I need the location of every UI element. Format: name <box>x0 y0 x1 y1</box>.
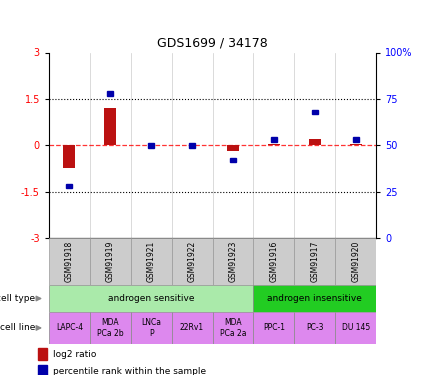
Bar <box>90 312 131 344</box>
FancyBboxPatch shape <box>294 238 335 285</box>
Bar <box>335 312 376 344</box>
FancyBboxPatch shape <box>49 238 90 285</box>
Bar <box>312 110 318 114</box>
Bar <box>271 137 277 142</box>
Bar <box>189 143 195 148</box>
Text: cell type: cell type <box>0 294 35 303</box>
Bar <box>309 138 321 146</box>
Bar <box>38 365 47 375</box>
Bar <box>349 144 362 146</box>
Bar <box>172 312 212 344</box>
Bar <box>253 285 376 312</box>
Text: PC-3: PC-3 <box>306 323 323 333</box>
Bar <box>294 312 335 344</box>
Text: DU 145: DU 145 <box>342 323 370 333</box>
Text: percentile rank within the sample: percentile rank within the sample <box>53 367 206 375</box>
FancyBboxPatch shape <box>253 238 294 285</box>
Text: MDA
PCa 2a: MDA PCa 2a <box>220 318 246 338</box>
Bar <box>38 348 47 360</box>
Text: MDA
PCa 2b: MDA PCa 2b <box>97 318 124 338</box>
Text: log2 ratio: log2 ratio <box>53 350 96 358</box>
Bar <box>268 144 280 146</box>
Text: 22Rv1: 22Rv1 <box>180 323 204 333</box>
Bar <box>253 312 294 344</box>
Text: GSM91916: GSM91916 <box>269 241 278 282</box>
Text: GSM91921: GSM91921 <box>147 241 156 282</box>
Bar <box>227 146 239 151</box>
FancyBboxPatch shape <box>212 238 253 285</box>
Text: androgen sensitive: androgen sensitive <box>108 294 194 303</box>
Bar <box>148 143 154 148</box>
Text: GSM91917: GSM91917 <box>310 241 319 282</box>
Bar <box>353 137 359 142</box>
Text: LNCa
P: LNCa P <box>141 318 161 338</box>
Text: cell line: cell line <box>0 323 35 333</box>
Text: PPC-1: PPC-1 <box>263 323 285 333</box>
Text: GSM91920: GSM91920 <box>351 241 360 282</box>
Text: GSM91923: GSM91923 <box>229 241 238 282</box>
Text: GSM91922: GSM91922 <box>187 241 196 282</box>
Title: GDS1699 / 34178: GDS1699 / 34178 <box>157 37 268 50</box>
Bar <box>131 312 172 344</box>
FancyBboxPatch shape <box>335 238 376 285</box>
Text: GSM91919: GSM91919 <box>106 241 115 282</box>
Bar <box>212 312 253 344</box>
FancyBboxPatch shape <box>90 238 131 285</box>
Bar <box>104 108 116 146</box>
Text: LAPC-4: LAPC-4 <box>56 323 83 333</box>
Bar <box>230 158 236 162</box>
Bar <box>49 312 90 344</box>
FancyBboxPatch shape <box>172 238 212 285</box>
Text: androgen insensitive: androgen insensitive <box>267 294 362 303</box>
Bar <box>66 184 72 189</box>
Text: GSM91918: GSM91918 <box>65 241 74 282</box>
FancyBboxPatch shape <box>131 238 172 285</box>
Bar <box>49 285 253 312</box>
Bar <box>63 146 76 168</box>
Bar <box>107 91 113 96</box>
